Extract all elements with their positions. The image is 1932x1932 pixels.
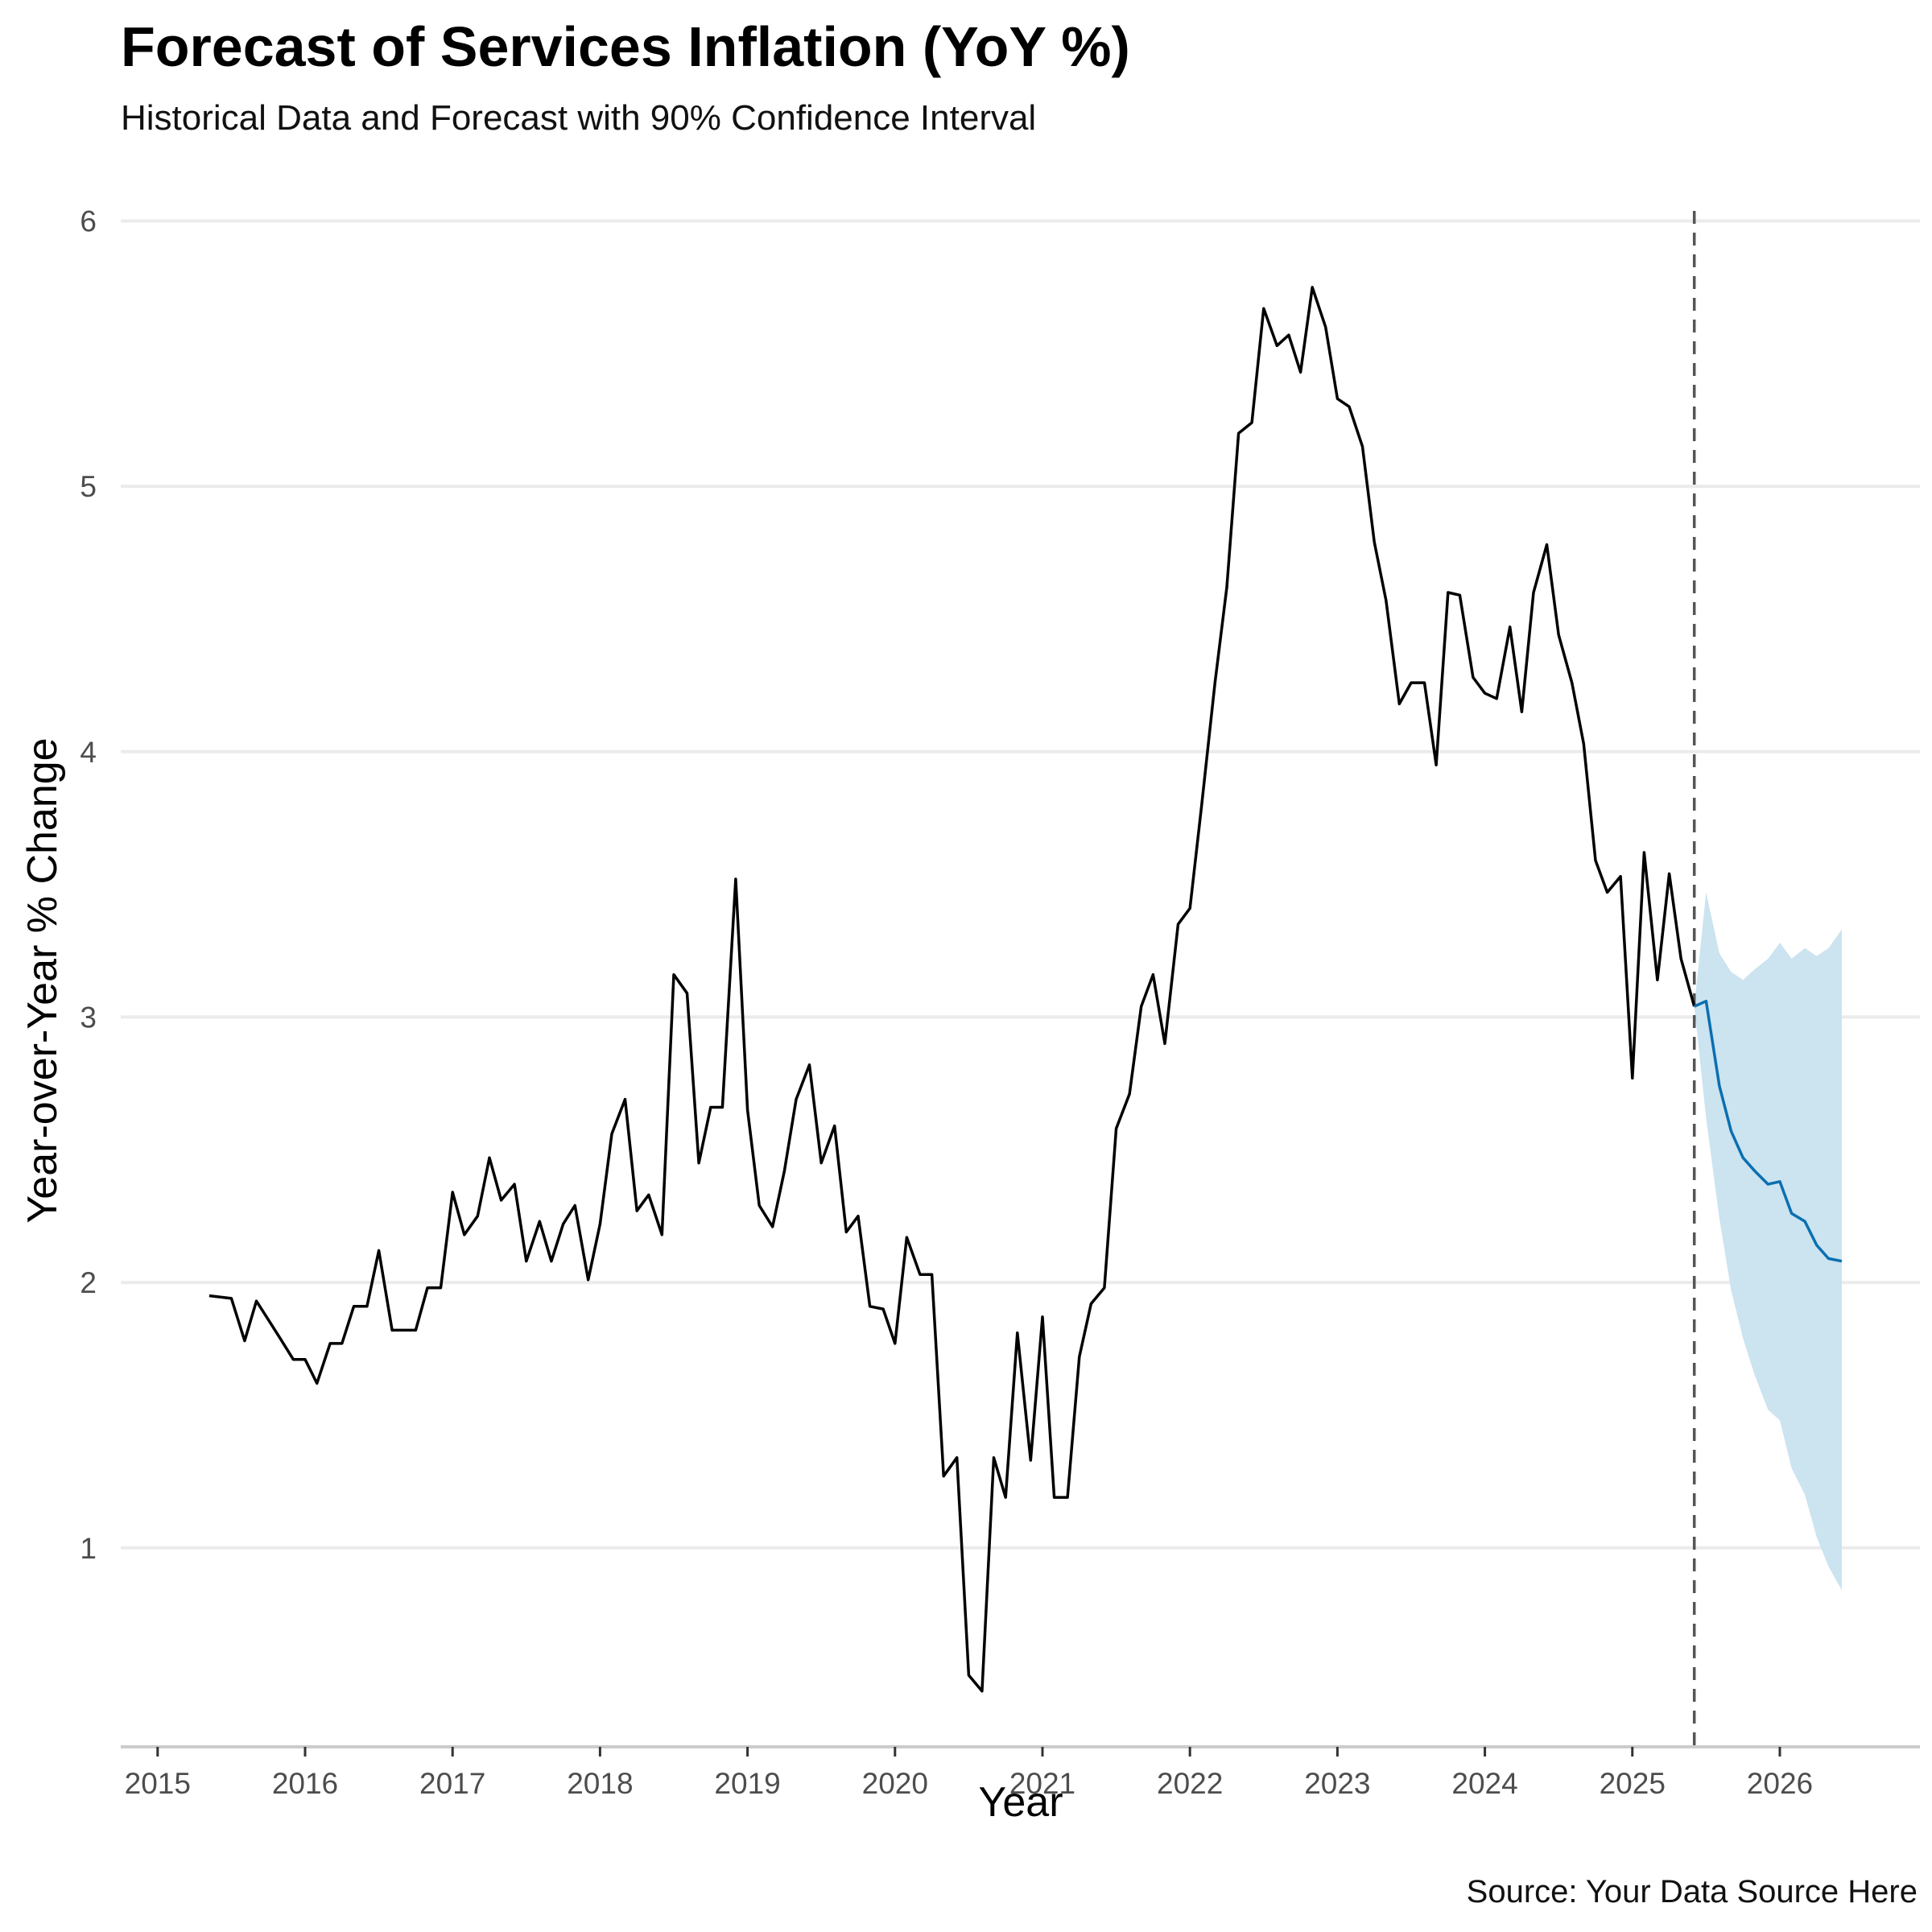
x-tick-label-2025: 2025 bbox=[1600, 1767, 1666, 1800]
x-tick-label-2016: 2016 bbox=[272, 1767, 338, 1800]
y-tick-label-4: 4 bbox=[80, 736, 97, 769]
grid-lines bbox=[121, 219, 1920, 1550]
y-tick-label-3: 3 bbox=[80, 1001, 97, 1034]
confidence-band-layer bbox=[1694, 892, 1842, 1591]
historical-series-line bbox=[208, 286, 1696, 1693]
y-tick-label-1: 1 bbox=[80, 1532, 97, 1565]
y-tick-label-6: 6 bbox=[80, 204, 97, 237]
x-axis-title: Year bbox=[978, 1779, 1063, 1826]
x-tick-label-2023: 2023 bbox=[1304, 1767, 1370, 1800]
confidence-interval-band bbox=[1694, 892, 1842, 1591]
y-axis-title: Year-over-Year % Change bbox=[19, 737, 66, 1223]
chart-subtitle: Historical Data and Forecast with 90% Co… bbox=[121, 98, 1037, 138]
forecast-series-line bbox=[1693, 999, 1843, 1263]
chart-caption: Source: Your Data Source Here bbox=[1466, 1874, 1918, 1909]
x-tick-label-2017: 2017 bbox=[419, 1767, 485, 1800]
y-axis: 1 2 3 4 5 6 bbox=[80, 204, 97, 1564]
x-tick-label-2026: 2026 bbox=[1747, 1767, 1813, 1800]
chart-title: Forecast of Services Inflation (YoY %) bbox=[121, 15, 1130, 78]
y-tick-label-2: 2 bbox=[80, 1266, 97, 1299]
x-tick-label-2024: 2024 bbox=[1451, 1767, 1517, 1800]
series-layer bbox=[208, 286, 1843, 1693]
x-tick-label-2022: 2022 bbox=[1157, 1767, 1223, 1800]
x-tick-label-2018: 2018 bbox=[567, 1767, 633, 1800]
x-tick-label-2020: 2020 bbox=[862, 1767, 928, 1800]
x-tick-label-2021: 2021 bbox=[1009, 1767, 1075, 1800]
x-tick-label-2015: 2015 bbox=[125, 1767, 191, 1800]
x-axis: 2015 2016 2017 2018 2019 2020 2021 2022 2023 2024… bbox=[121, 1745, 1920, 1800]
y-tick-label-5: 5 bbox=[80, 470, 97, 503]
x-tick-label-2019: 2019 bbox=[714, 1767, 780, 1800]
